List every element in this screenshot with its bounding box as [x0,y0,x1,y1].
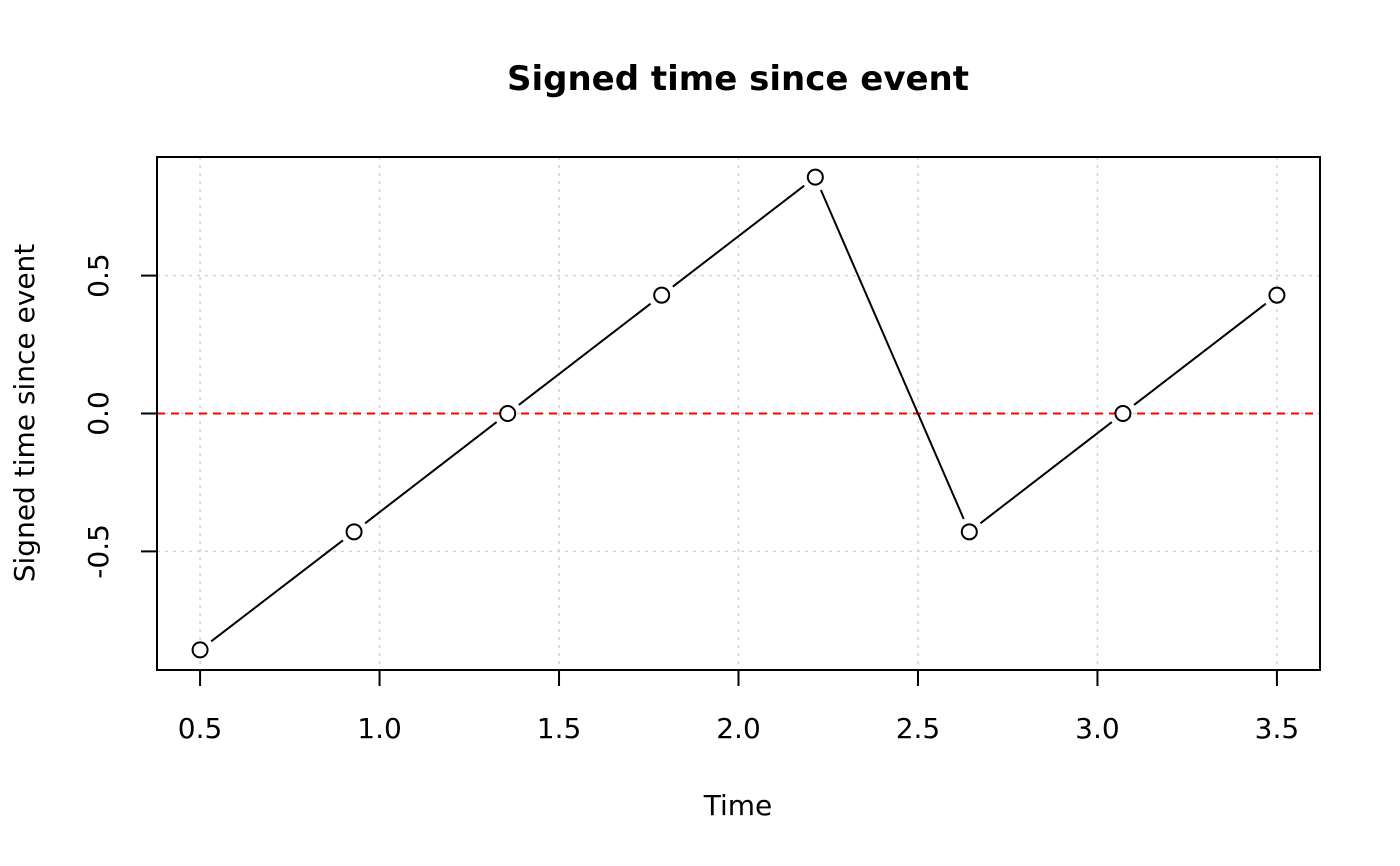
series-layer [191,168,1286,659]
series-line-segment [979,421,1113,525]
data-point [960,523,978,541]
series-line-segment [210,539,344,643]
data-point [345,523,363,541]
y-axis-label: Signed time since event [8,244,41,583]
data-point [1114,405,1132,422]
data-point [1268,286,1286,304]
series-line-segment [518,302,652,406]
x-tick-label: 1.0 [357,712,402,745]
series-line-segment [672,184,805,288]
x-axis: 0.5 1.0 1.5 2.0 2.5 3.0 3.5 [178,669,1300,745]
data-point [191,641,209,659]
chart-title: Signed time since event [507,59,969,99]
series-line-segment [819,189,965,520]
x-tick-label: 2.5 [896,712,941,745]
series-line-segment [364,421,498,525]
y-tick-label: 0.0 [82,391,115,436]
data-point [653,286,671,304]
x-axis-label: Time [703,789,773,822]
x-tick-label: 3.5 [1255,712,1300,745]
data-point [806,168,824,186]
y-tick-label: 0.5 [82,253,115,298]
x-tick-label: 3.0 [1075,712,1120,745]
series-line-segment [1133,302,1267,406]
x-tick-label: 1.5 [537,712,582,745]
x-tick-label: 0.5 [178,712,223,745]
y-tick-label: -0.5 [82,524,115,579]
x-tick-label: 2.0 [716,712,761,745]
data-point [499,405,517,422]
y-axis: -0.5 0.0 0.5 [82,253,158,579]
